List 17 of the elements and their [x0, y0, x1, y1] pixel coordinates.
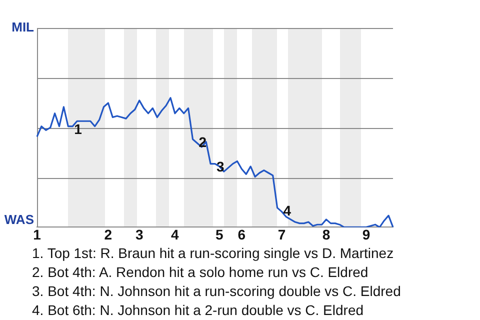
text: WAS	[4, 212, 34, 227]
text: 4. Bot 6th: N. Johnson hit a 2-run double vs C. Eldred	[32, 301, 365, 320]
x-tick-label: 5	[216, 226, 224, 242]
text: MIL	[12, 20, 34, 35]
text: 3. Bot 4th: N. Johnson hit a run-scoring double vs C. Eldred	[32, 282, 401, 301]
x-tick-label: 1	[33, 226, 42, 242]
x-tick-label: 2	[104, 226, 112, 242]
text: 1. Top 1st: R. Braun hit a run-scoring single vs D. Martinez	[32, 244, 395, 263]
annotation: 1	[74, 121, 82, 138]
text: 2. Bot 4th: A. Rendon hit a solo home run vs C. Eldred	[32, 263, 370, 282]
x-tick-label: 4	[171, 226, 180, 242]
x-tick-label: 9	[362, 226, 370, 242]
x-tick-label: 8	[322, 226, 330, 242]
x-tick-label: 6	[238, 226, 246, 242]
annotation: 4	[283, 202, 292, 219]
x-tick-label: 3	[135, 226, 144, 242]
x-tick-label: 7	[278, 226, 286, 242]
